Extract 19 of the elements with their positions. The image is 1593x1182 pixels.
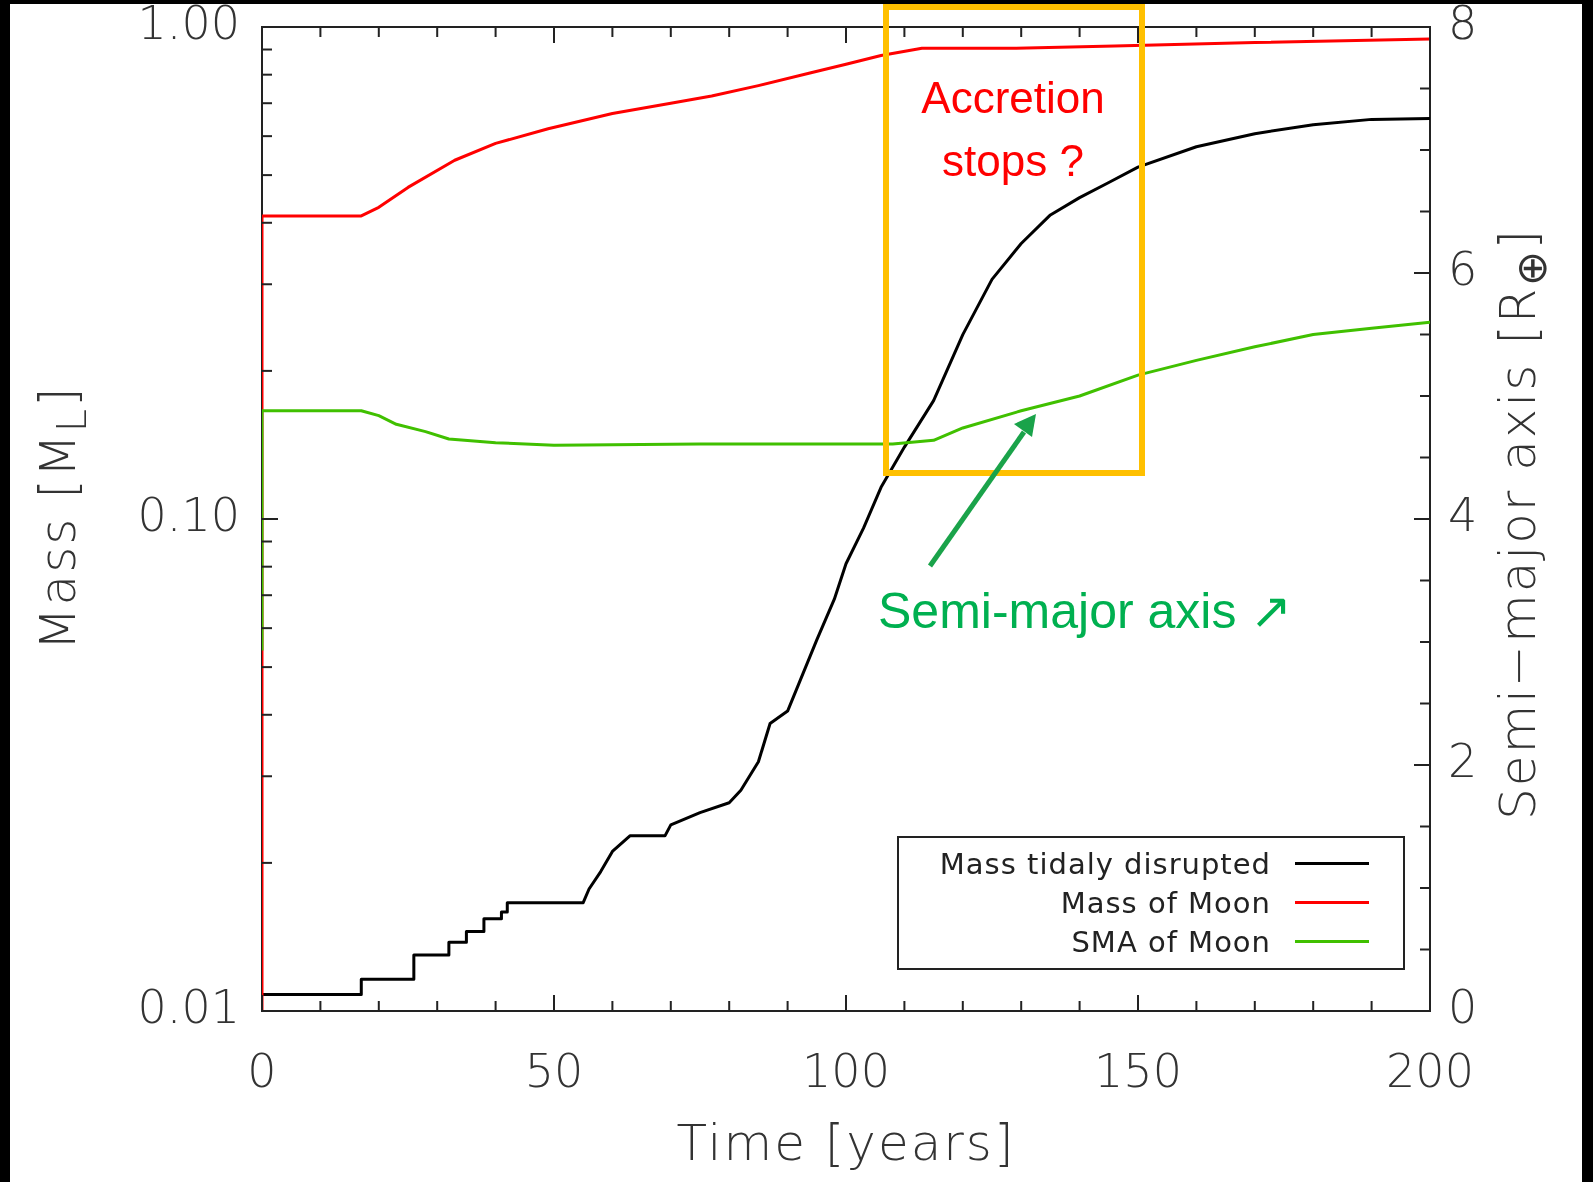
x-tick-label: 200: [1386, 1043, 1474, 1098]
annotation: Semi-major axis ↗: [878, 582, 1293, 640]
x-tick-label: 50: [524, 1043, 584, 1098]
y-tick-label: 0.10: [137, 487, 240, 542]
annotation: Accretion stops ?: [920, 72, 1106, 187]
x-tick-label: 100: [802, 1043, 890, 1098]
y-tick-label: 0.01: [137, 979, 240, 1034]
y2-tick-label: 6: [1448, 241, 1478, 296]
x-tick-label: 0: [247, 1043, 277, 1098]
y2-tick-label: 0: [1448, 979, 1478, 1034]
legend-label: Mass tidaly disrupted: [939, 846, 1271, 881]
y2-tick-label: 2: [1448, 733, 1478, 788]
y2-tick-label: 8: [1448, 0, 1478, 50]
x-tick-label: 150: [1094, 1043, 1182, 1098]
legend-label: SMA of Moon: [1071, 924, 1271, 959]
y-tick-label: 1.00: [137, 0, 240, 50]
x-axis-title: Time [years]: [676, 1114, 1016, 1172]
y2-tick-label: 4: [1448, 487, 1478, 542]
legend-label: Mass of Moon: [1060, 885, 1271, 920]
